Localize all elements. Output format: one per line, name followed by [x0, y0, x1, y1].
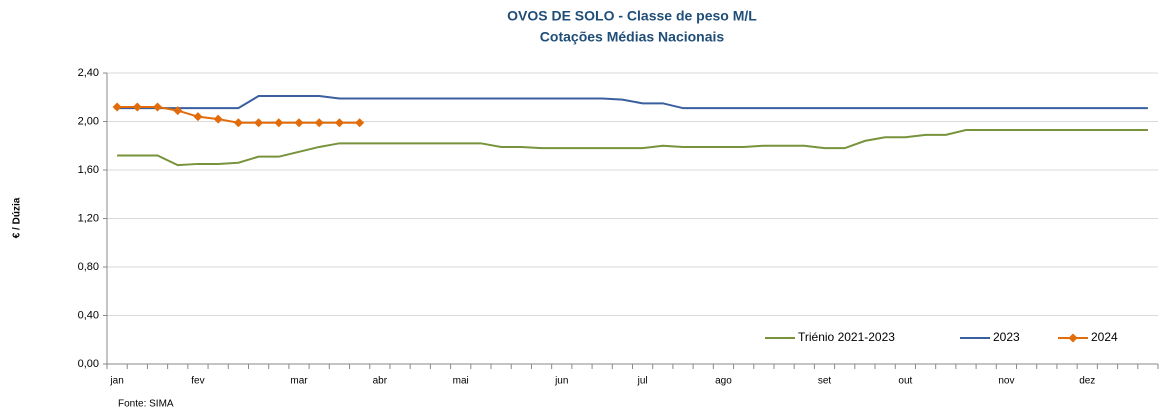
x-tick-label: mar [290, 376, 308, 387]
y-tick-label: 2,40 [78, 67, 99, 79]
chart-subtitle: Cotações Médias Nacionais [540, 29, 725, 45]
line [117, 128, 1148, 167]
x-tick-label: jul [637, 376, 648, 387]
y-tick-label: 2,00 [78, 115, 99, 127]
marker [294, 118, 304, 128]
marker [132, 102, 142, 112]
y-tick-label: 0,80 [78, 261, 99, 273]
marker [112, 102, 122, 112]
y-tick-label: 1,20 [78, 212, 99, 224]
x-tick-label: jan [109, 376, 123, 387]
source: Fonte: SIMA [118, 399, 174, 410]
legend-label: Triénio 2021-2023 [798, 330, 895, 344]
chart-title: OVOS DE SOLO - Classe de peso M/L [507, 8, 757, 24]
marker [233, 118, 243, 128]
x-tick-label: nov [998, 376, 1014, 387]
y-tick-label: 1,60 [78, 164, 99, 176]
marker [173, 106, 183, 116]
line [117, 95, 1148, 110]
x-tick-label: ago [715, 376, 732, 387]
marker [193, 112, 203, 122]
x-tick-label: set [818, 376, 832, 387]
x-tick-label: out [898, 376, 912, 387]
x-tick-label: dez [1079, 376, 1095, 387]
marker [274, 118, 284, 128]
marker [334, 118, 344, 128]
legend-marker [1068, 333, 1078, 343]
marker [254, 118, 264, 128]
marker [314, 118, 324, 128]
y-tick-label: 0,40 [78, 309, 99, 321]
x-tick-label: abr [373, 376, 388, 387]
marker [355, 118, 365, 128]
x-tick-label: mai [453, 376, 469, 387]
x-tick-label: fev [191, 376, 204, 387]
marker [153, 102, 163, 112]
marker [213, 114, 223, 124]
legend-label: 2024 [1091, 330, 1118, 344]
y-tick-label: 0,00 [78, 358, 99, 370]
y-axis-label: € / Dúzia [12, 197, 23, 238]
x-tick-label: jun [554, 376, 568, 387]
legend-label: 2023 [993, 330, 1020, 344]
